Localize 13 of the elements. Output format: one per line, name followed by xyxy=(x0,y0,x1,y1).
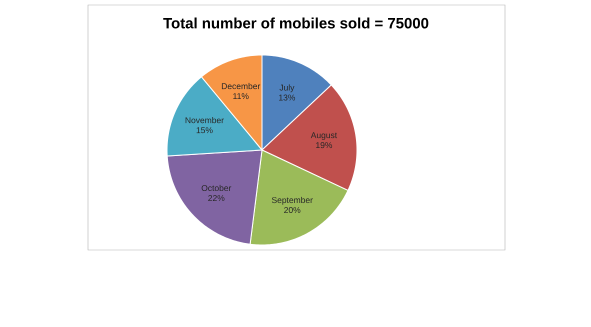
slice-label: August xyxy=(310,132,338,140)
data-label: 20% xyxy=(284,207,300,214)
slice-label: October xyxy=(202,184,232,192)
slice-label: September xyxy=(272,196,313,205)
slice-label: November xyxy=(186,117,224,124)
data-label: 13% xyxy=(279,94,296,101)
data-label: 15% xyxy=(196,127,213,134)
chart-title: Total number of mobiles sold = 75000 xyxy=(163,18,428,28)
slice-label: December xyxy=(222,82,260,90)
data-label: 19% xyxy=(316,142,332,148)
data-label: 22% xyxy=(208,195,224,201)
data-label: 11% xyxy=(233,93,249,100)
slice-label: July xyxy=(280,84,294,92)
